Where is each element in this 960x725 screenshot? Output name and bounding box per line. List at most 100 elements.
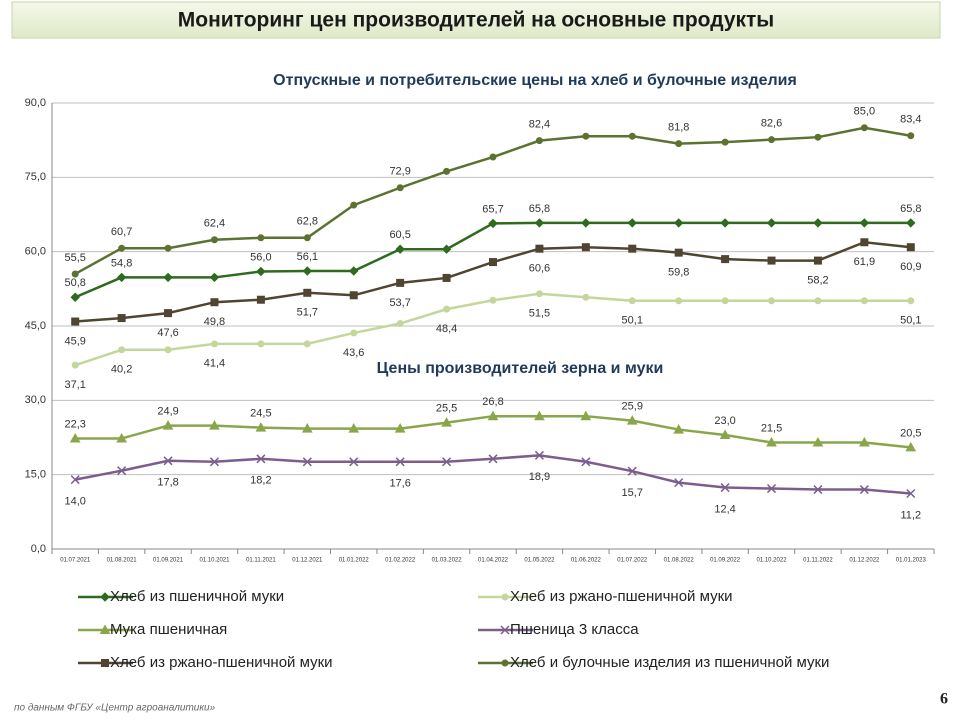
legend-item: Хлеб из ржано-пшеничной муки xyxy=(478,588,733,605)
marker xyxy=(813,485,823,495)
marker xyxy=(256,266,266,277)
marker xyxy=(488,454,498,464)
marker xyxy=(116,272,127,283)
data-label: 60,9 xyxy=(900,261,921,273)
marker xyxy=(71,317,80,326)
data-label: 41,4 xyxy=(204,358,225,370)
marker xyxy=(535,244,544,253)
marker xyxy=(859,218,870,228)
marker xyxy=(396,320,404,328)
marker xyxy=(210,236,218,244)
marker xyxy=(720,218,730,228)
marker xyxy=(162,420,174,430)
marker xyxy=(349,291,358,300)
header-box xyxy=(11,1,941,39)
y-tick-label: 60,0 xyxy=(25,246,46,258)
series: 37,1 40,2 41,4 43,6 48,4 51,5 50,1 50,1 xyxy=(64,290,922,391)
data-label: 82,6 xyxy=(761,118,782,130)
x-tick-label: 01.11.2021 xyxy=(246,558,276,564)
marker xyxy=(860,238,869,247)
data-label: 24,5 xyxy=(250,407,271,419)
legend-label: Пшеница 3 класса xyxy=(510,621,639,638)
marker xyxy=(256,454,266,464)
marker xyxy=(768,136,776,144)
x-tick-label: 01.06.2022 xyxy=(571,558,602,564)
marker xyxy=(348,423,360,433)
marker xyxy=(117,314,126,323)
legend-item: Мука пшеничная xyxy=(78,621,227,638)
marker xyxy=(813,256,822,265)
legend-item: Хлеб и булочные изделия из пшеничной мук… xyxy=(478,654,829,671)
marker xyxy=(721,297,729,305)
data-label: 22,3 xyxy=(64,418,85,430)
marker xyxy=(628,297,636,305)
data-label: 18,9 xyxy=(529,471,550,483)
data-label: 62,4 xyxy=(204,218,225,230)
data-label: 65,8 xyxy=(900,203,921,215)
data-label: 49,8 xyxy=(204,316,225,328)
data-label: 61,9 xyxy=(854,256,875,268)
data-label: 59,8 xyxy=(668,267,689,279)
data-label: 20,5 xyxy=(900,427,921,439)
x-tick-label: 01.07.2022 xyxy=(617,558,648,564)
x-tick-label: 01.02.2022 xyxy=(385,558,416,564)
marker xyxy=(860,124,868,132)
marker xyxy=(116,432,127,443)
data-label: 26,8 xyxy=(482,396,503,408)
marker xyxy=(860,297,868,305)
marker xyxy=(394,423,406,433)
marker xyxy=(118,346,126,354)
marker xyxy=(256,295,265,304)
data-label: 56,0 xyxy=(250,251,271,263)
marker xyxy=(501,593,509,601)
data-label: 54,8 xyxy=(111,257,132,269)
x-tick-label: 01.10.2021 xyxy=(199,558,230,564)
plot: 0,0 15,0 30,0 45,0 60,0 75,0 90,0 01.07.2021 01.… xyxy=(25,97,935,671)
marker xyxy=(814,133,822,141)
marker xyxy=(302,266,313,276)
marker xyxy=(489,153,497,161)
marker xyxy=(674,478,684,488)
marker xyxy=(675,140,683,148)
x-tick-label: 01.03.2022 xyxy=(432,558,463,564)
data-label: 23,0 xyxy=(714,415,735,427)
marker xyxy=(395,244,405,254)
y-tick-label: 30,0 xyxy=(25,394,46,406)
marker xyxy=(627,218,637,228)
data-label: 51,7 xyxy=(297,307,318,319)
line xyxy=(75,414,911,449)
marker xyxy=(719,429,731,440)
marker xyxy=(721,255,730,264)
marker xyxy=(163,272,173,283)
legend-label: Хлеб из пшеничной муки xyxy=(110,588,284,605)
marker xyxy=(489,296,497,304)
series: 22,3 24,9 24,5 25,5 26,8 25,9 23,0 21,5 20,5 xyxy=(64,396,922,452)
slide-title: Мониторинг цен производителей на основны… xyxy=(178,9,774,32)
marker xyxy=(766,484,777,494)
marker xyxy=(71,270,79,278)
marker xyxy=(814,297,822,305)
data-label: 17,6 xyxy=(389,478,410,490)
data-label: 65,7 xyxy=(482,203,503,215)
data-label: 58,2 xyxy=(807,274,828,286)
marker xyxy=(164,244,172,252)
marker xyxy=(209,272,220,283)
data-label: 51,5 xyxy=(529,308,550,320)
marker xyxy=(628,244,637,253)
data-label: 24,9 xyxy=(157,406,178,418)
marker xyxy=(766,218,777,228)
marker xyxy=(71,361,79,369)
marker xyxy=(349,457,359,467)
y-tick-label: 45,0 xyxy=(25,320,46,332)
marker xyxy=(210,298,219,307)
marker xyxy=(70,292,80,302)
marker xyxy=(489,258,497,267)
y-tick-label: 90,0 xyxy=(25,97,46,109)
annotation: Цены производителей зерна и муки xyxy=(377,360,664,377)
data-label: 25,5 xyxy=(436,403,457,415)
marker xyxy=(673,218,684,228)
data-label: 25,9 xyxy=(622,401,643,413)
x-tick-label: 01.12.2022 xyxy=(849,558,880,564)
marker xyxy=(349,266,359,276)
data-label: 60,5 xyxy=(389,229,410,241)
